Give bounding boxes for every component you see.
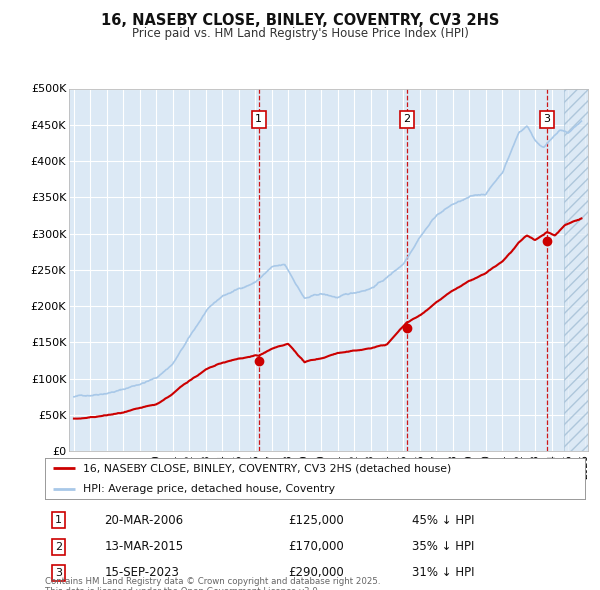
Text: 13-MAR-2015: 13-MAR-2015 bbox=[104, 540, 184, 553]
Text: 15-SEP-2023: 15-SEP-2023 bbox=[104, 566, 179, 579]
Bar bbox=[564, 88, 593, 451]
Text: 31% ↓ HPI: 31% ↓ HPI bbox=[412, 566, 475, 579]
Text: 1: 1 bbox=[256, 114, 262, 124]
Text: 3: 3 bbox=[55, 568, 62, 578]
Text: £125,000: £125,000 bbox=[288, 514, 344, 527]
Text: 16, NASEBY CLOSE, BINLEY, COVENTRY, CV3 2HS (detached house): 16, NASEBY CLOSE, BINLEY, COVENTRY, CV3 … bbox=[83, 464, 451, 473]
Text: 2: 2 bbox=[403, 114, 410, 124]
Text: 3: 3 bbox=[544, 114, 550, 124]
Text: Contains HM Land Registry data © Crown copyright and database right 2025.: Contains HM Land Registry data © Crown c… bbox=[45, 578, 380, 586]
Text: HPI: Average price, detached house, Coventry: HPI: Average price, detached house, Cove… bbox=[83, 484, 335, 493]
Text: 45% ↓ HPI: 45% ↓ HPI bbox=[412, 514, 475, 527]
Text: £290,000: £290,000 bbox=[288, 566, 344, 579]
Text: This data is licensed under the Open Government Licence v3.0.: This data is licensed under the Open Gov… bbox=[45, 587, 320, 590]
Text: 16, NASEBY CLOSE, BINLEY, COVENTRY, CV3 2HS: 16, NASEBY CLOSE, BINLEY, COVENTRY, CV3 … bbox=[101, 12, 499, 28]
Text: 1: 1 bbox=[55, 516, 62, 525]
Text: 35% ↓ HPI: 35% ↓ HPI bbox=[412, 540, 475, 553]
Text: 2: 2 bbox=[55, 542, 62, 552]
Text: Price paid vs. HM Land Registry's House Price Index (HPI): Price paid vs. HM Land Registry's House … bbox=[131, 27, 469, 40]
Text: £170,000: £170,000 bbox=[288, 540, 344, 553]
Text: 20-MAR-2006: 20-MAR-2006 bbox=[104, 514, 184, 527]
